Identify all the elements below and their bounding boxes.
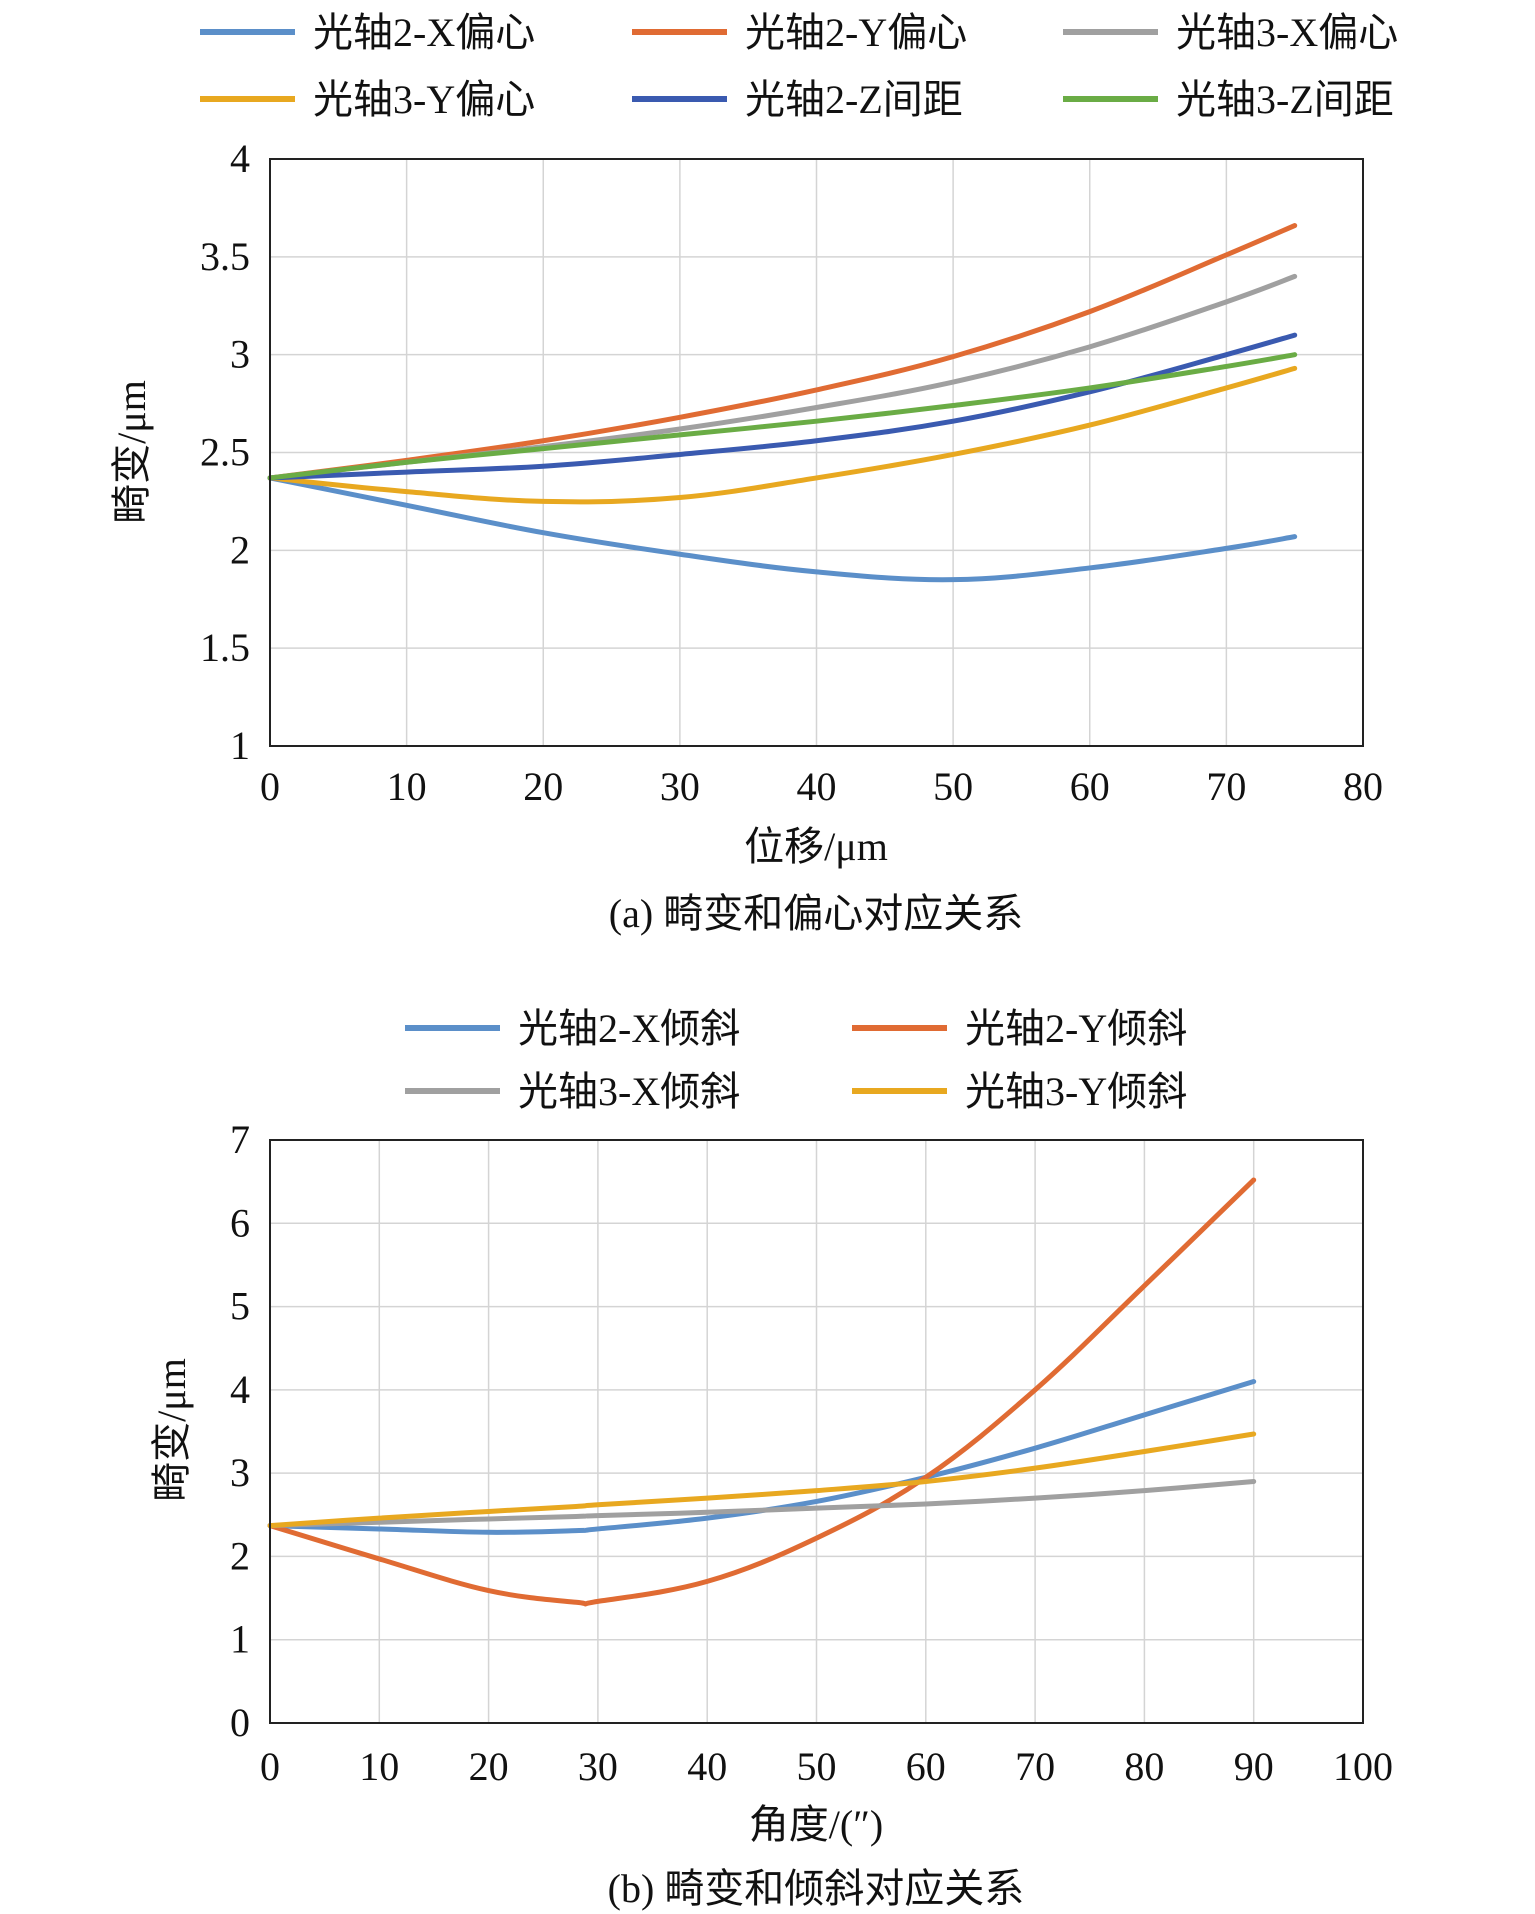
legend-label: 光轴3-Y偏心: [313, 77, 535, 122]
legend-label: 光轴3-Y倾斜: [965, 1069, 1187, 1114]
chart-b-plot-frame: [269, 1139, 1364, 1724]
chart-a-ylabel: 畸变/μm: [109, 380, 154, 524]
x-tick-label: 90: [1234, 1744, 1274, 1789]
y-tick-label: 5: [230, 1284, 250, 1329]
y-tick-label: 7: [230, 1117, 250, 1162]
x-tick-label: 60: [906, 1744, 946, 1789]
chart-a-lines: [267, 223, 1298, 583]
y-tick-label: 2.5: [200, 430, 250, 475]
x-tick-label: 40: [687, 1744, 727, 1789]
chart-b-grid: [270, 1140, 1363, 1723]
x-tick-label: 30: [578, 1744, 618, 1789]
legend-item: 光轴3-X倾斜: [405, 1069, 740, 1114]
series-line-3: [267, 1431, 1257, 1529]
x-tick-label: 50: [933, 764, 973, 809]
y-tick-label: 3: [230, 332, 250, 377]
chart-a-yticks: 1 1.5 2 2.5 3 3.5 4: [200, 136, 250, 768]
x-tick-label: 100: [1333, 1744, 1393, 1789]
chart-b-xlabel: 角度/(″): [749, 1802, 883, 1847]
series-line-0: [267, 1379, 1257, 1535]
series-line-2: [267, 1478, 1257, 1529]
series-line-1: [267, 223, 1298, 481]
x-tick-label: 70: [1206, 764, 1246, 809]
chart-b-xticks: 0 10 20 30 40 50 60 70 80 90 100: [260, 1744, 1393, 1789]
x-tick-label: 50: [797, 1744, 837, 1789]
x-tick-label: 0: [260, 1744, 280, 1789]
chart-a-caption: (a) 畸变和偏心对应关系: [609, 891, 1023, 936]
legend-item: 光轴3-Z间距: [1063, 77, 1394, 122]
x-tick-label: 70: [1015, 1744, 1055, 1789]
y-tick-label: 0: [230, 1700, 250, 1745]
chart-a-grid: [270, 159, 1363, 746]
y-tick-label: 6: [230, 1200, 250, 1245]
x-tick-label: 10: [387, 764, 427, 809]
chart-b-caption: (b) 畸变和倾斜对应关系: [608, 1866, 1025, 1911]
legend-label: 光轴2-Y倾斜: [965, 1006, 1187, 1051]
x-tick-label: 20: [469, 1744, 509, 1789]
chart-b-ylabel: 畸变/μm: [149, 1358, 194, 1502]
legend-item: 光轴2-X倾斜: [405, 1006, 740, 1051]
x-tick-label: 80: [1343, 764, 1383, 809]
x-tick-label: 40: [797, 764, 837, 809]
chart-b-lines: [267, 1177, 1257, 1607]
legend-label: 光轴3-X倾斜: [518, 1069, 740, 1114]
y-tick-label: 4: [230, 136, 250, 181]
series-line-4: [267, 332, 1298, 481]
chart-b-yticks: 0 1 2 3 4 5 6 7: [230, 1117, 250, 1745]
series-line-3: [267, 365, 1298, 505]
legend-label: 光轴3-X偏心: [1176, 10, 1398, 55]
legend-item: 光轴2-Z间距: [632, 77, 963, 122]
legend-label: 光轴2-Z间距: [745, 77, 963, 122]
legend-item: 光轴2-Y偏心: [632, 10, 967, 55]
x-tick-label: 30: [660, 764, 700, 809]
chart-a-plot-frame: [269, 158, 1364, 747]
legend-label: 光轴2-X倾斜: [518, 1006, 740, 1051]
legend-item: 光轴3-X偏心: [1063, 10, 1398, 55]
legend-item: 光轴3-Y倾斜: [852, 1069, 1187, 1114]
legend-item: 光轴2-X偏心: [200, 10, 535, 55]
legend-label: 光轴2-Y偏心: [745, 10, 967, 55]
series-line-1: [267, 1177, 1257, 1607]
chart-a-xlabel: 位移/μm: [744, 824, 888, 869]
y-tick-label: 1: [230, 1617, 250, 1662]
x-tick-label: 60: [1070, 764, 1110, 809]
y-tick-label: 2: [230, 527, 250, 572]
x-tick-label: 80: [1124, 1744, 1164, 1789]
x-tick-label: 0: [260, 764, 280, 809]
legend-label: 光轴2-X偏心: [313, 10, 535, 55]
x-tick-label: 20: [523, 764, 563, 809]
y-tick-label: 1: [230, 723, 250, 768]
y-tick-label: 3: [230, 1450, 250, 1495]
x-tick-label: 10: [359, 1744, 399, 1789]
chart-a-xticks: 0 10 20 30 40 50 60 70 80: [260, 764, 1383, 809]
legend-item: 光轴2-Y倾斜: [852, 1006, 1187, 1051]
series-line-5: [267, 352, 1298, 481]
legend-item: 光轴3-Y偏心: [200, 77, 535, 122]
legend-label: 光轴3-Z间距: [1176, 77, 1394, 122]
y-tick-label: 2: [230, 1533, 250, 1578]
y-tick-label: 4: [230, 1367, 250, 1412]
series-line-0: [267, 475, 1298, 583]
y-tick-label: 3.5: [200, 234, 250, 279]
y-tick-label: 1.5: [200, 625, 250, 670]
